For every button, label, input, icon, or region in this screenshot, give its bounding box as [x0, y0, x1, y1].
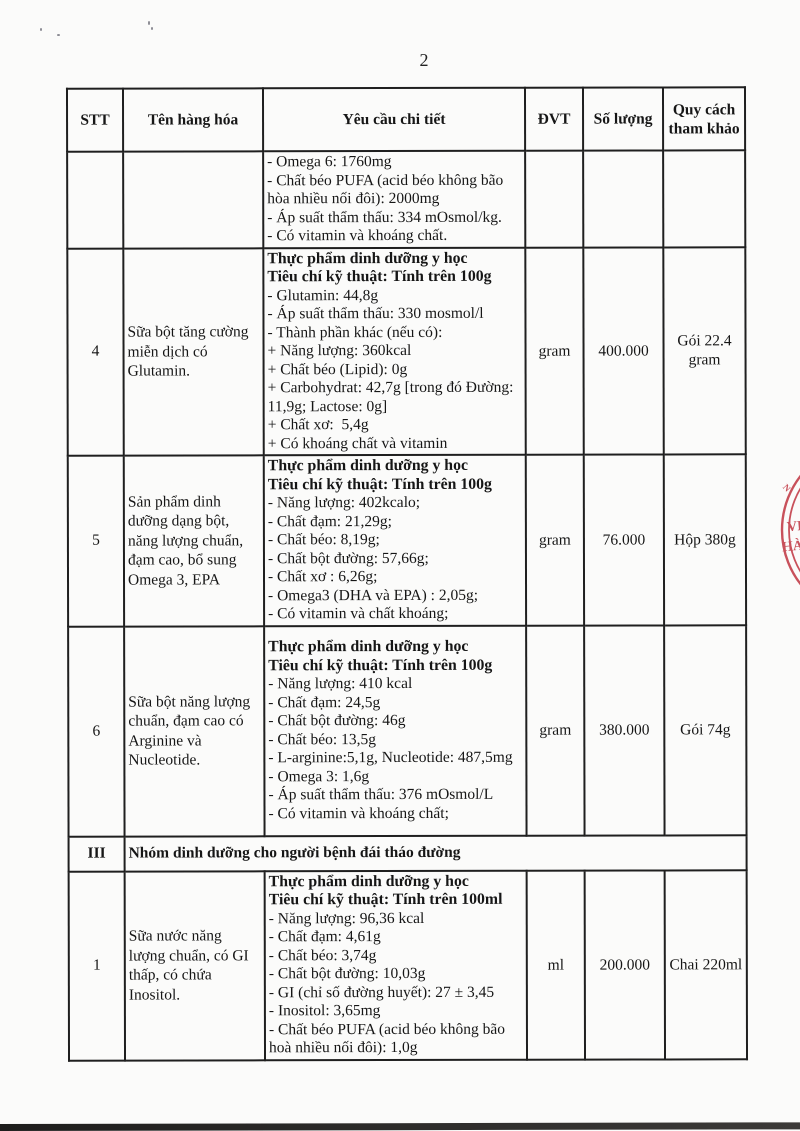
product-spec-table: STT Tên hàng hóa Yêu cầu chi tiết ĐVT Số… — [66, 86, 748, 1061]
spec-line: - Chất bột đường: 46g — [268, 712, 406, 730]
cell-product-name — [123, 151, 264, 249]
page-number: 2 — [419, 50, 429, 70]
spec-line: - Omega 3: 1,6g — [268, 767, 370, 785]
spec-line: - L-arginine:5,1g, Nucleotide: 487,5mg — [268, 748, 513, 767]
spec-line: - Chất béo PUFA (acid béo không bão hòa … — [267, 171, 508, 208]
cell-spec: - Omega 6: 1760mg - Chất béo PUFA (acid … — [263, 150, 526, 248]
header-yeu-cau-chi-tiet: Yêu cầu chi tiết — [262, 87, 526, 152]
cell-quantity: 380.000 — [584, 624, 665, 836]
cell-packaging: Gói 22.4 gram — [663, 246, 746, 455]
spec-line: - Chất bột đường: 57,66g; — [267, 549, 429, 567]
spec-line: + Carbohydrat: 42,7g [trong đó Đường: 11… — [267, 378, 518, 415]
cell-stt: 6 — [68, 626, 125, 837]
table-row-6: 6 Sữa bột năng lượng chuẩn, đạm cao có A… — [68, 624, 747, 837]
spec-line: - Có vitamin và chất khoáng; — [268, 604, 449, 623]
cell-unit — [525, 150, 584, 248]
stamp-letter: N — [781, 482, 793, 494]
spec-line: - Chất đạm: 24,5g — [268, 693, 381, 711]
spec-line: - Chất béo: 8,19g; — [267, 531, 380, 549]
spec-line: - Chất xơ : 6,26g; — [267, 568, 378, 586]
spec-line: - Chất béo: 13,5g — [268, 730, 376, 748]
cell-stt: 1 — [68, 871, 126, 1061]
header-dvt: ĐVT — [524, 87, 584, 151]
cell-unit: gram — [525, 247, 584, 455]
cell-stt — [67, 151, 124, 249]
cell-product-name: Sản phẩm dinh dưỡng dạng bột, năng lượng… — [123, 455, 265, 627]
spec-line: - Chất bột đường: 10,03g — [268, 964, 426, 983]
spec-line: - Áp suất thẩm thấu: 330 mosmol/l — [267, 304, 484, 323]
cell-spec: Thực phẩm dinh dưỡng y học Tiêu chí kỹ t… — [263, 247, 526, 456]
scan-speck — [57, 34, 60, 36]
scan-speck — [151, 27, 153, 30]
spec-line-bold: Tiêu chí kỹ thuật: Tính trên 100g — [267, 475, 492, 493]
cell-product-name: Sữa nước năng lượng chuẩn, có GI thấp, c… — [124, 870, 266, 1061]
header-ten-hang-hoa: Tên hàng hóa — [122, 88, 264, 152]
cell-unit: ml — [526, 870, 586, 1060]
table-row-4: 4 Sữa bột tăng cường miễn dịch có Glutam… — [67, 246, 746, 456]
spec-line-bold: Tiêu chí kỹ thuật: Tính trên 100g — [268, 656, 493, 674]
spec-line-bold: Tiêu chí kỹ thuật: Tính trên 100g — [267, 267, 492, 286]
section-number: III — [68, 836, 125, 872]
scan-speck — [40, 28, 42, 31]
red-stamp-edge-icon: N VI HÀ — [762, 462, 800, 602]
scan-edge-bar — [0, 1122, 800, 1131]
cell-stt: 5 — [67, 455, 125, 627]
spec-line: - Áp suất thẩm thấu: 334 mOsmol/kg. — [267, 208, 502, 226]
cell-quantity: 200.000 — [584, 869, 666, 1060]
section-title: Nhóm dinh dưỡng cho người bệnh đái tháo … — [124, 834, 747, 872]
cell-product-name: Sữa bột tăng cường miễn dịch có Glutamin… — [123, 247, 264, 456]
spec-line: - Năng lượng: 96,36 kcal — [268, 909, 425, 927]
table-header-row: STT Tên hàng hóa Yêu cầu chi tiết ĐVT Số… — [66, 87, 746, 152]
cell-quantity: 400.000 — [583, 246, 664, 455]
table-row-continuation: - Omega 6: 1760mg - Chất béo PUFA (acid … — [67, 150, 746, 249]
spec-line: + Chất xơ: 5,4g — [267, 416, 369, 434]
spec-line-bold: Thực phẩm dinh dưỡng y học — [267, 456, 469, 475]
table-row-1: 1 Sữa nước năng lượng chuẩn, có GI thấp,… — [68, 869, 748, 1061]
spec-line: - Có vitamin và khoáng chất; — [268, 804, 449, 822]
spec-line: - Năng lượng: 402kcalo; — [267, 493, 421, 512]
spec-line-bold: Thực phẩm dinh dưỡng y học — [268, 637, 469, 656]
spec-line: - Chất đạm: 21,29g; — [267, 512, 392, 530]
spec-line: - Omega 6: 1760mg — [267, 153, 392, 171]
spec-line: - Năng lượng: 410 kcal — [268, 674, 413, 693]
cell-packaging: Gói 74g — [664, 624, 747, 835]
spec-line-bold: Thực phẩm dinh dưỡng y học — [268, 872, 469, 890]
table-row-5: 5 Sản phẩm dinh dưỡng dạng bột, năng lượ… — [67, 454, 747, 627]
spec-line: + Có khoáng chất và vitamin — [267, 434, 448, 452]
spec-line: - Áp suất thẩm thấu: 376 mOsmol/L — [268, 785, 494, 804]
header-quy-cach-tham-khao: Quy cách tham khảo — [662, 87, 746, 151]
cell-spec: Thực phẩm dinh dưỡng y học Tiêu chí kỹ t… — [264, 625, 527, 836]
table-section-row: III Nhóm dinh dưỡng cho người bệnh đái t… — [68, 834, 747, 872]
spec-line-bold: Tiêu chí kỹ thuật: Tính trên 100ml — [268, 890, 503, 909]
spec-line: - Glutamin: 44,8g — [267, 286, 379, 304]
scan-speck — [148, 21, 150, 25]
spec-line: - Chất đạm: 4,61g — [268, 928, 381, 946]
header-so-luong: Số lượng — [582, 87, 664, 151]
cell-packaging: Chai 220ml — [664, 869, 748, 1059]
stamp-letter: VI — [786, 519, 800, 535]
spec-line: - Chất béo PUFA (acid béo không bão hoà … — [268, 1020, 509, 1057]
cell-product-name: Sữa bột năng lượng chuẩn, đạm cao có Arg… — [124, 625, 265, 837]
cell-spec: Thực phẩm dinh dưỡng y học Tiêu chí kỹ t… — [263, 454, 527, 626]
spec-line: + Chất béo (Lipid): 0g — [267, 360, 408, 378]
spec-line-bold: Thực phẩm dinh dưỡng y học — [267, 249, 468, 267]
spec-line: + Năng lượng: 360kcal — [267, 341, 412, 360]
cell-packaging — [663, 150, 746, 247]
stamp-letter: HÀ — [781, 536, 800, 555]
cell-unit: gram — [526, 625, 585, 836]
cell-spec: Thực phẩm dinh dưỡng y học Tiêu chí kỹ t… — [264, 870, 528, 1060]
cell-unit: gram — [525, 454, 585, 626]
spec-line: - Inositol: 3,65mg — [268, 1002, 381, 1020]
spec-line: - Chất béo: 3,74g — [268, 946, 377, 964]
spec-line: - Omega3 (DHA và EPA) : 2,05g; — [268, 586, 479, 604]
cell-quantity: 76.000 — [583, 454, 665, 626]
header-stt: STT — [66, 88, 124, 152]
cell-quantity — [583, 150, 664, 248]
spec-line: - GI (chỉ số đường huyết): 27 ± 3,45 — [268, 983, 495, 1001]
spec-line: - Có vitamin và khoáng chất. — [267, 226, 448, 245]
cell-stt: 4 — [67, 248, 124, 456]
spec-line: - Thành phần khác (nếu có): — [267, 323, 443, 341]
cell-packaging: Hộp 380g — [663, 454, 747, 625]
